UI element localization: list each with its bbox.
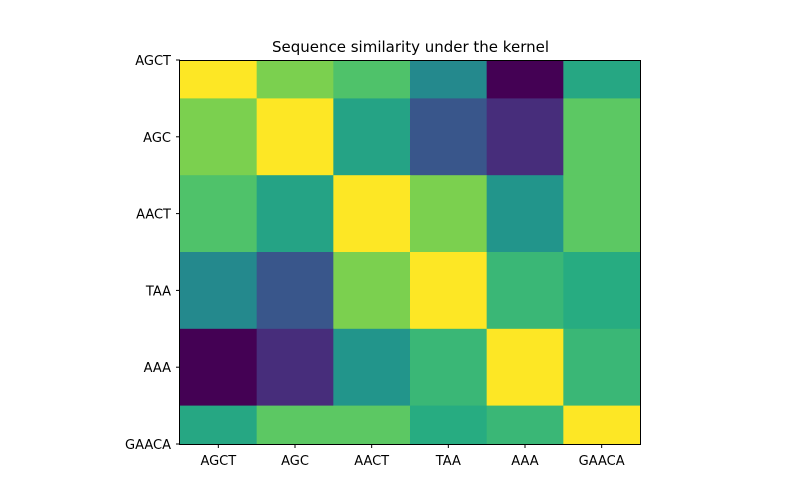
heatmap-cell-AGC-AAA	[486, 98, 564, 176]
y-tick-label: AACT	[136, 208, 171, 223]
heatmap-cell-AACT-AGC	[256, 175, 334, 253]
heatmap-cell-AAA-TAA	[410, 328, 488, 407]
y-tick-label: TAA	[145, 284, 171, 299]
heatmap-cell-TAA-AGC	[256, 252, 334, 330]
chart-title: Sequence similarity under the kernel	[272, 38, 549, 56]
heatmap-cell-AAA-AGC	[256, 328, 334, 407]
heatmap-cell-AGC-TAA	[410, 98, 488, 176]
heatmap-cell-AACT-AGCT	[180, 175, 258, 253]
y-tick-label: AAA	[144, 361, 172, 376]
heatmap-cell-GAACA-AACT	[333, 405, 411, 445]
x-tick-label: AACT	[354, 454, 389, 469]
x-tick-label: AGC	[281, 454, 309, 469]
y-tick-label: GAACA	[125, 438, 171, 453]
heatmap-cell-AGC-AGC	[256, 98, 334, 176]
y-tick-label: AGCT	[135, 54, 171, 69]
heatmap-cells	[180, 60, 641, 445]
heatmap-cell-TAA-TAA	[410, 252, 488, 330]
heatmap-cell-AGC-GAACA	[563, 98, 641, 176]
heatmap-cell-GAACA-AGC	[256, 405, 334, 445]
x-tick-label: AAA	[511, 454, 539, 469]
heatmap-cell-AACT-TAA	[410, 175, 488, 253]
x-tick-label: AGCT	[200, 454, 236, 469]
heatmap-cell-AGCT-TAA	[410, 60, 488, 99]
heatmap-cell-AGCT-GAACA	[563, 60, 641, 99]
heatmap-cell-AGCT-AACT	[333, 60, 411, 99]
heatmap-cell-GAACA-TAA	[410, 405, 488, 445]
heatmap-cell-TAA-AAA	[486, 252, 564, 330]
heatmap-cell-TAA-AGCT	[180, 252, 258, 330]
heatmap-cell-AACT-GAACA	[563, 175, 641, 253]
heatmap-cell-TAA-GAACA	[563, 252, 641, 330]
heatmap-cell-AACT-AAA	[486, 175, 564, 253]
heatmap-cell-AAA-GAACA	[563, 328, 641, 407]
y-axis: AGCT AGC AACT TAA AAA GAACA	[125, 54, 180, 453]
plot-frame	[179, 60, 641, 445]
heatmap-cell-AGC-AGCT	[180, 98, 258, 176]
heatmap-cell-AAA-AAA	[486, 328, 564, 407]
heatmap-cell-AACT-AACT	[333, 175, 411, 253]
x-tick-label: GAACA	[579, 454, 625, 469]
heatmap-cell-GAACA-GAACA	[563, 405, 641, 445]
x-tick-label: TAA	[435, 454, 461, 469]
heatmap-cell-GAACA-AGCT	[180, 405, 258, 445]
y-tick-label: AGC	[143, 131, 171, 146]
heatmap-cell-TAA-AACT	[333, 252, 411, 330]
heatmap-cell-AGC-AACT	[333, 98, 411, 176]
heatmap-cell-AGCT-AGCT	[180, 60, 258, 99]
heatmap-cell-AGCT-AAA	[486, 60, 564, 99]
heatmap-cell-GAACA-AAA	[486, 405, 564, 445]
heatmap-cell-AAA-AACT	[333, 328, 411, 407]
x-axis: AGCT AGC AACT TAA AAA GAACA	[200, 444, 625, 469]
heatmap-cell-AAA-AGCT	[180, 328, 258, 407]
heatmap-cell-AGCT-AGC	[256, 60, 334, 99]
